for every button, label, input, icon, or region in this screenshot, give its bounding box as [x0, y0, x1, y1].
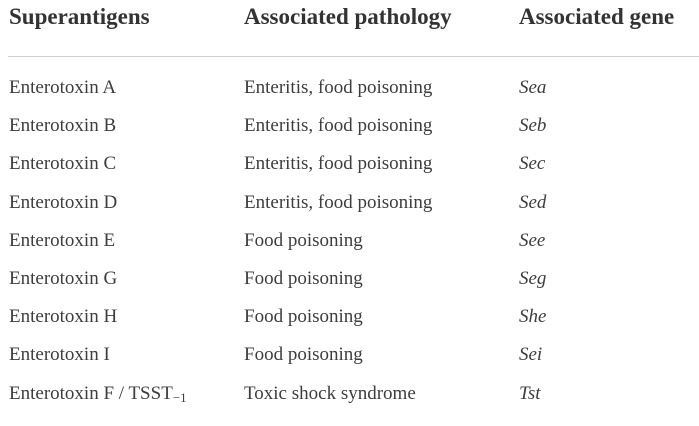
header-superantigens: Superantigens — [9, 4, 150, 29]
superantigen-cell: Enterotoxin D — [9, 191, 118, 213]
pathology-cell: Enteritis, food poisoning — [244, 115, 433, 137]
pathology-cell: Toxic shock syndrome — [244, 382, 416, 404]
pathology-cell: Enteritis, food poisoning — [244, 191, 433, 213]
pathology-cell: Food poisoning — [244, 267, 363, 289]
gene-cell: Sei — [519, 344, 543, 366]
gene-cell: Seb — [519, 115, 547, 137]
table-row: Enterotoxin C Enteritis, food poisoning … — [0, 147, 699, 185]
gene-cell: See — [519, 229, 546, 251]
table-row: Enterotoxin B Enteritis, food poisoning … — [0, 109, 699, 147]
gene-cell: Seg — [519, 267, 547, 289]
pathology-cell: Enteritis, food poisoning — [244, 153, 433, 175]
table-row: Enterotoxin D Enteritis, food poisoning … — [0, 186, 699, 224]
table-row: Enterotoxin E Food poisoning See — [0, 224, 699, 262]
table-row: Enterotoxin A Enteritis, food poisoning … — [0, 71, 699, 109]
pathology-cell: Food poisoning — [244, 229, 363, 251]
table-header: Superantigens Associated pathology Assoc… — [0, 0, 699, 56]
superantigen-cell: Enterotoxin H — [9, 306, 118, 328]
superantigen-table: Superantigens Associated pathology Assoc… — [0, 0, 699, 405]
table-row: Enterotoxin I Food poisoning Sei — [0, 338, 699, 376]
gene-cell: Sec — [519, 153, 546, 175]
superantigen-cell: Enterotoxin C — [9, 153, 117, 175]
table-row: Enterotoxin G Food poisoning Seg — [0, 262, 699, 300]
pathology-cell: Food poisoning — [244, 344, 363, 366]
header-divider — [8, 56, 699, 57]
header-associated-gene: Associated gene — [519, 4, 675, 29]
superantigen-cell: Enterotoxin F / TSST−1 — [9, 383, 187, 406]
tsst-subscript: −1 — [172, 389, 187, 405]
gene-cell: Sea — [519, 77, 547, 98]
table-body: Enterotoxin A Enteritis, food poisoning … — [0, 71, 699, 415]
superantigen-cell: Enterotoxin G — [9, 267, 118, 289]
gene-cell: Sed — [519, 191, 547, 213]
pathology-cell: Enteritis, food poisoning — [244, 77, 433, 98]
gene-cell: Tst — [519, 382, 541, 404]
gene-cell: She — [519, 306, 547, 328]
table-row: Enterotoxin F / TSST−1 Toxic shock syndr… — [0, 377, 699, 415]
superantigen-cell: Enterotoxin I — [9, 344, 110, 366]
header-associated-pathology: Associated pathology — [244, 4, 452, 29]
superantigen-cell: Enterotoxin E — [9, 229, 116, 251]
superantigen-cell: Enterotoxin B — [9, 115, 117, 137]
superantigen-cell: Enterotoxin A — [9, 77, 117, 98]
superantigen-text: Enterotoxin F / TSST — [9, 382, 173, 404]
table-row: Enterotoxin H Food poisoning She — [0, 300, 699, 338]
pathology-cell: Food poisoning — [244, 306, 363, 328]
